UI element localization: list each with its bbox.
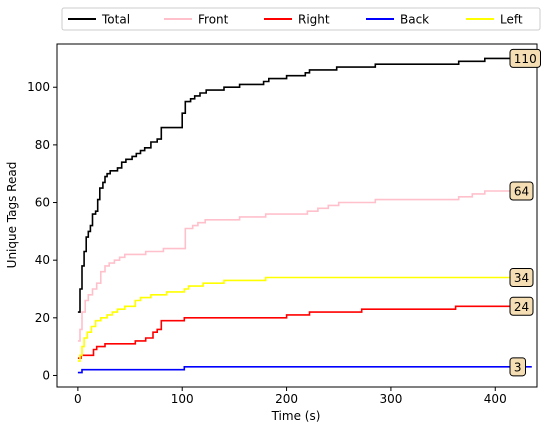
x-tick-label: 0 <box>74 392 82 406</box>
end-label-right: 24 <box>514 300 529 314</box>
x-tick-label: 400 <box>484 392 507 406</box>
series-line-right <box>77 305 532 359</box>
x-tick-label: 100 <box>171 392 194 406</box>
legend-label-total: Total <box>101 13 130 27</box>
end-label-box-front <box>509 181 534 201</box>
series-layer <box>77 57 532 374</box>
series-line-total <box>77 57 532 313</box>
y-tick-label: 60 <box>35 196 50 210</box>
end-label-left: 34 <box>514 271 529 285</box>
series-line-left <box>77 276 532 362</box>
x-tick-label: 300 <box>379 392 402 406</box>
end-label-back: 3 <box>514 360 522 374</box>
series-line-front <box>77 190 532 342</box>
x-axis-ticks: 0 100 200 300 400 <box>74 387 507 406</box>
legend-label-back: Back <box>400 13 429 27</box>
end-label-box-left <box>509 267 534 287</box>
y-tick-label: 40 <box>35 253 50 267</box>
series-line-back <box>77 366 532 374</box>
y-tick-label: 0 <box>42 368 50 382</box>
end-labels: 110 64 24 3 34 <box>509 48 541 377</box>
plot-area-frame <box>56 43 538 388</box>
legend: Total Front Right Back Left <box>61 7 541 31</box>
y-axis-label: Unique Tags Read <box>5 162 19 269</box>
end-label-box-back <box>509 357 526 377</box>
legend-label-left: Left <box>500 13 523 27</box>
end-label-box-total <box>509 48 541 68</box>
x-tick-label: 200 <box>275 392 298 406</box>
y-tick-label: 20 <box>35 311 50 325</box>
legend-label-right: Right <box>298 13 330 27</box>
legend-label-front: Front <box>198 13 229 27</box>
end-label-front: 64 <box>514 185 529 199</box>
y-tick-label: 100 <box>27 80 50 94</box>
legend-frame <box>61 7 541 31</box>
end-label-box-right <box>509 296 534 316</box>
y-tick-label: 80 <box>35 138 50 152</box>
y-axis-ticks: 0 20 40 60 80 100 <box>27 80 57 382</box>
end-label-total: 110 <box>514 52 537 66</box>
x-axis-label: Time (s) <box>271 409 321 423</box>
